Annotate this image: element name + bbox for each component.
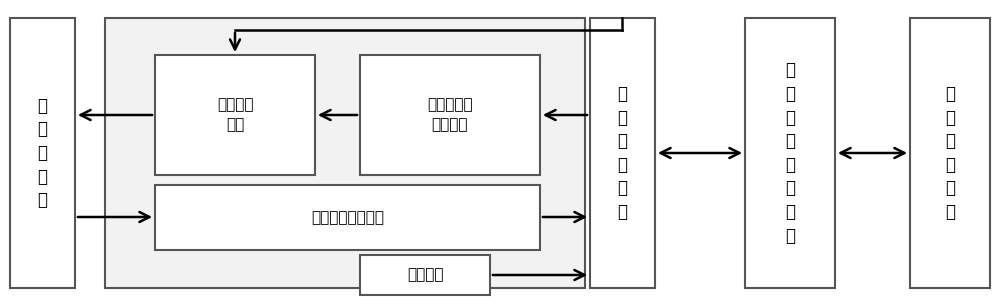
Bar <box>360 255 490 295</box>
Text: 信
号
灯
处
理
器: 信 号 灯 处 理 器 <box>618 85 628 221</box>
Bar <box>10 18 75 288</box>
Text: 电流电压检测模块: 电流电压检测模块 <box>311 210 384 225</box>
Bar <box>745 18 835 288</box>
Bar <box>155 185 540 250</box>
Text: 交
通
监
控
中
心: 交 通 监 控 中 心 <box>945 85 955 221</box>
Text: 信
号
机
中
央
处
理
器: 信 号 机 中 央 处 理 器 <box>785 62 795 244</box>
Text: 电源模块: 电源模块 <box>407 267 443 282</box>
Bar <box>590 18 655 288</box>
Text: 交
通
信
号
灯: 交 通 信 号 灯 <box>38 97 48 209</box>
Bar <box>155 55 315 175</box>
Text: 信号灯驱动
控制模块: 信号灯驱动 控制模块 <box>427 98 473 132</box>
Bar <box>360 55 540 175</box>
Bar <box>910 18 990 288</box>
Text: 保护控制
模块: 保护控制 模块 <box>217 98 253 132</box>
Bar <box>105 18 585 288</box>
